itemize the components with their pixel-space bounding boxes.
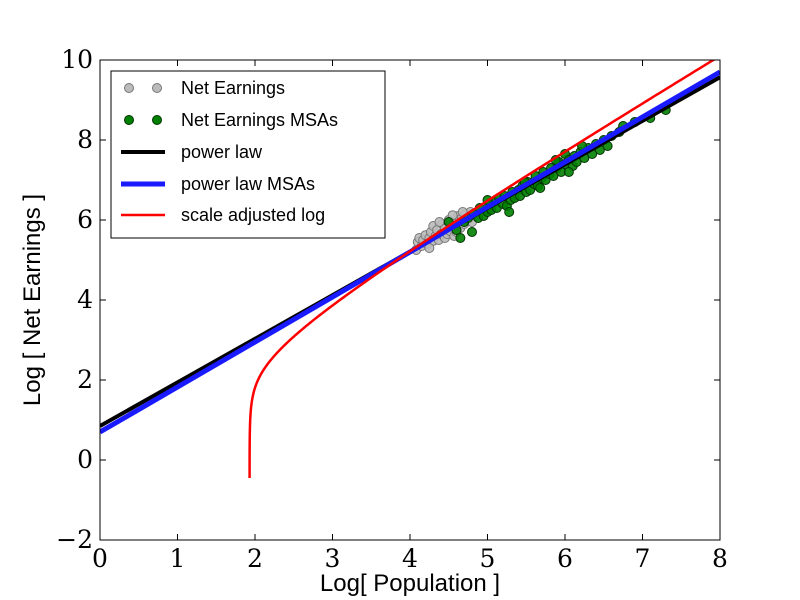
point-net-earnings-msas xyxy=(467,227,477,237)
legend-label-net-earnings: Net Earnings xyxy=(181,78,285,98)
legend-marker-net-earnings xyxy=(152,83,162,93)
x-tick-label: 2 xyxy=(247,544,263,573)
y-tick-label: 2 xyxy=(77,365,93,394)
y-tick-label: 8 xyxy=(77,125,93,154)
point-net-earnings-msas xyxy=(563,167,574,177)
y-axis-label: Log [ Net Earnings ] xyxy=(19,194,46,406)
legend-marker-net-earnings xyxy=(124,83,134,93)
x-tick-label: 6 xyxy=(557,544,573,573)
x-tick-label: 0 xyxy=(92,544,108,573)
legend-label-power-law: power law xyxy=(181,142,263,162)
y-tick-label: 0 xyxy=(77,445,93,474)
y-tick-label: 10 xyxy=(61,45,93,74)
lines-layer xyxy=(100,60,720,478)
point-net-earnings xyxy=(434,217,445,227)
legend-label-net-earnings-msas: Net Earnings MSAs xyxy=(181,110,338,130)
legend-marker-net-earnings-msas xyxy=(124,115,134,125)
x-tick-label: 5 xyxy=(480,544,496,573)
legend-label-power-law-msas: power law MSAs xyxy=(181,174,315,194)
legend-entry-net-earnings: Net Earnings xyxy=(124,78,285,98)
y-tick-label: 6 xyxy=(77,205,93,234)
legend-marker-net-earnings-msas xyxy=(152,115,162,125)
legend-entry-net-earnings-msas: Net Earnings MSAs xyxy=(124,110,338,130)
curve-scale-adjusted-log xyxy=(248,60,716,478)
x-axis-label: Log[ Population ] xyxy=(320,570,500,597)
point-net-earnings-msas xyxy=(455,233,466,243)
legend-label-scale-adjusted-log: scale adjusted log xyxy=(181,205,325,225)
x-tick-label: 7 xyxy=(635,544,651,573)
y-ticks: −2 0 2 4 6 8 10 xyxy=(56,45,720,554)
x-ticks: 0 1 2 3 4 5 6 7 8 xyxy=(92,60,728,573)
legend: Net Earnings Net Earnings MSAs power law… xyxy=(110,70,386,239)
x-tick-label: 3 xyxy=(325,544,341,573)
x-tick-label: 8 xyxy=(712,544,728,573)
legend-entry-power-law-msas: power law MSAs xyxy=(121,174,315,194)
x-tick-label: 4 xyxy=(402,544,418,573)
point-net-earnings-msas xyxy=(504,207,515,217)
legend-entry-scale-adjusted-log: scale adjusted log xyxy=(121,205,325,225)
legend-box xyxy=(110,70,386,239)
y-tick-label: −2 xyxy=(56,525,93,554)
point-net-earnings-msas xyxy=(535,183,546,193)
legend-entry-power-law: power law xyxy=(121,142,263,162)
x-tick-label: 1 xyxy=(170,544,186,573)
y-tick-label: 4 xyxy=(77,285,93,314)
plot-frame xyxy=(99,59,721,541)
